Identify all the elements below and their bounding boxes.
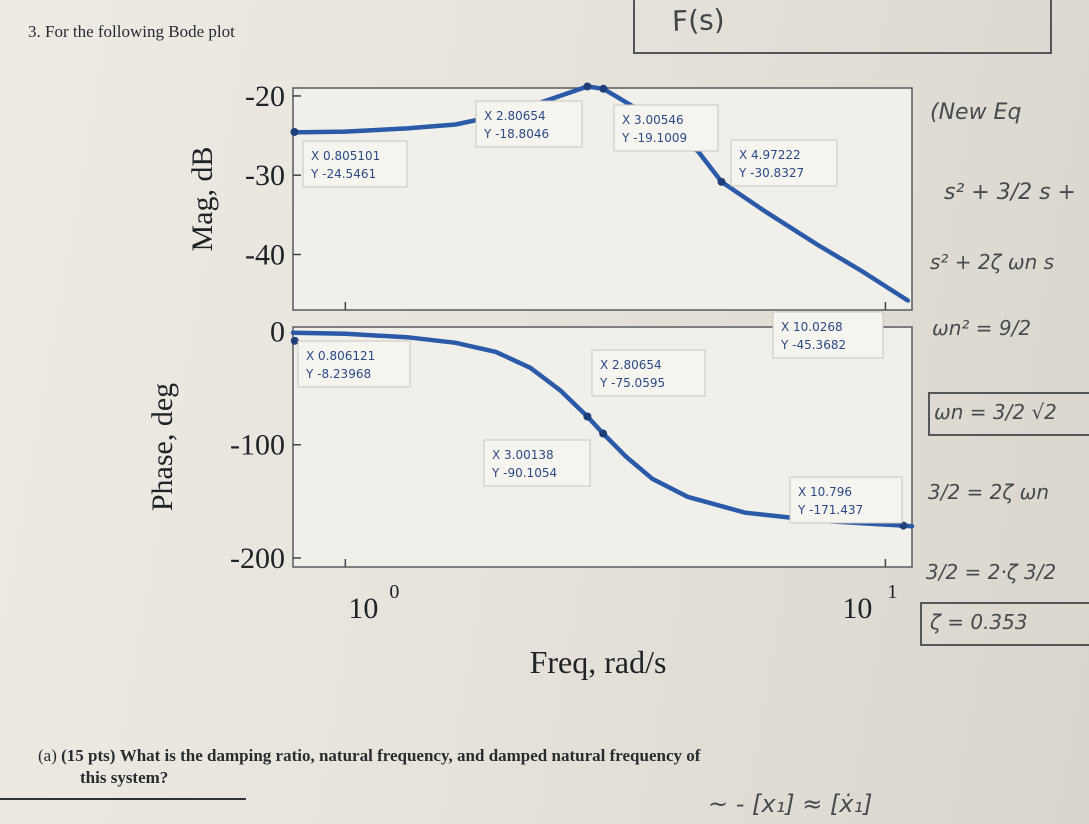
datatip-x: X 3.00138 [492, 448, 554, 462]
datatip-box [302, 140, 408, 188]
y-tick-label: -30 [245, 159, 285, 192]
datatip-y: Y -75.0595 [599, 376, 665, 390]
datatip-x: X 0.805101 [311, 149, 380, 163]
datatip-x: X 3.00546 [622, 113, 684, 127]
datatip-marker [717, 177, 726, 186]
datatip-box [483, 439, 591, 487]
hand-note-7: 3/2 = 2·ζ 3/2 [926, 560, 1057, 584]
x-tick-exponent: 0 [389, 581, 399, 603]
plot-area [292, 87, 913, 311]
y-tick-label: 0 [270, 316, 285, 349]
magnitude-panel: -20 -30 -40 Mag, dB [186, 80, 913, 311]
y-tick-label: -40 [245, 239, 285, 272]
datatip-box [789, 476, 903, 524]
question-a-text2: this system? [80, 768, 169, 787]
datatip-x: X 2.80654 [600, 358, 662, 372]
datatip-box [730, 139, 838, 187]
hand-note-8: ζ = 0.353 [930, 610, 1028, 634]
datatip-marker [899, 521, 908, 530]
series-line [290, 84, 911, 303]
y-tick-label: -200 [230, 542, 285, 575]
question-a-points: (15 pts) [61, 746, 116, 765]
datatip-y: Y -171.437 [797, 503, 863, 517]
x-tick-exponent: 1 [887, 581, 897, 603]
datatip-box [613, 104, 719, 152]
x-axis-label: Freq, rad/s [530, 644, 667, 680]
y-axis-label: Phase, deg [146, 383, 179, 511]
datatip-marker [583, 412, 592, 421]
datatip-marker [290, 127, 299, 136]
datatip-x: X 2.80654 [484, 109, 546, 123]
x-tick-label: 10 [842, 592, 872, 625]
handwritten-underline [0, 798, 246, 800]
datatip-x: X 0.806121 [306, 349, 375, 363]
y-tick-label: -100 [230, 429, 285, 462]
datatip-x: X 4.97222 [739, 148, 801, 162]
handwritten-box-top [633, 0, 1052, 54]
question-a: (a) (15 pts) What is the damping ratio, … [38, 745, 1078, 789]
datatip-y: Y -45.3682 [780, 338, 846, 352]
hand-note-3: s² + 2ζ ωn s [930, 250, 1055, 274]
question-a-text: What is the damping ratio, natural frequ… [119, 746, 701, 765]
x-tick-label: 10 [348, 592, 378, 625]
datatip-box [297, 340, 411, 388]
datatip-x: X 10.796 [798, 485, 852, 499]
hand-note-1: (New Eq [930, 100, 1022, 125]
datatip-marker [599, 429, 608, 438]
series-line [290, 330, 915, 529]
datatip-box [772, 311, 884, 359]
datatip-marker [583, 82, 592, 91]
datatip-y: Y -8.23968 [305, 367, 371, 381]
datatip-box [591, 349, 706, 397]
datatip-y: Y -19.1009 [621, 131, 687, 145]
hand-note-4: ωn² = 9/2 [932, 316, 1032, 340]
hand-note-5: ωn = 3/2 √2 [934, 400, 1057, 424]
hand-box-zeta [920, 602, 1089, 646]
datatip-y: Y -18.8046 [483, 127, 549, 141]
hand-note-bottom: ~ - [x₁] ≈ [ẋ₁] [708, 790, 873, 818]
datatips: X 0.805101 Y -24.5461 X 2.80654 Y -18.8046 X… [290, 82, 908, 530]
datatip-box [475, 100, 583, 148]
y-axis-label: Mag, dB [186, 147, 219, 252]
y-tick-label: -20 [245, 80, 285, 113]
datatip-y: Y -24.5461 [310, 167, 376, 181]
hand-note-6: 3/2 = 2ζ ωn [928, 480, 1050, 504]
datatip-y: Y -30.8327 [738, 166, 804, 180]
datatip-marker [290, 336, 299, 345]
datatip-x: X 10.0268 [781, 320, 843, 334]
question-a-label: (a) [38, 746, 57, 765]
datatip-marker [599, 84, 608, 93]
datatip-y: Y -90.1054 [491, 466, 557, 480]
hand-note-2: s² + 3/2 s + [944, 180, 1076, 205]
question-header: 3. For the following Bode plot [28, 22, 235, 41]
hand-box-wn [928, 392, 1089, 436]
